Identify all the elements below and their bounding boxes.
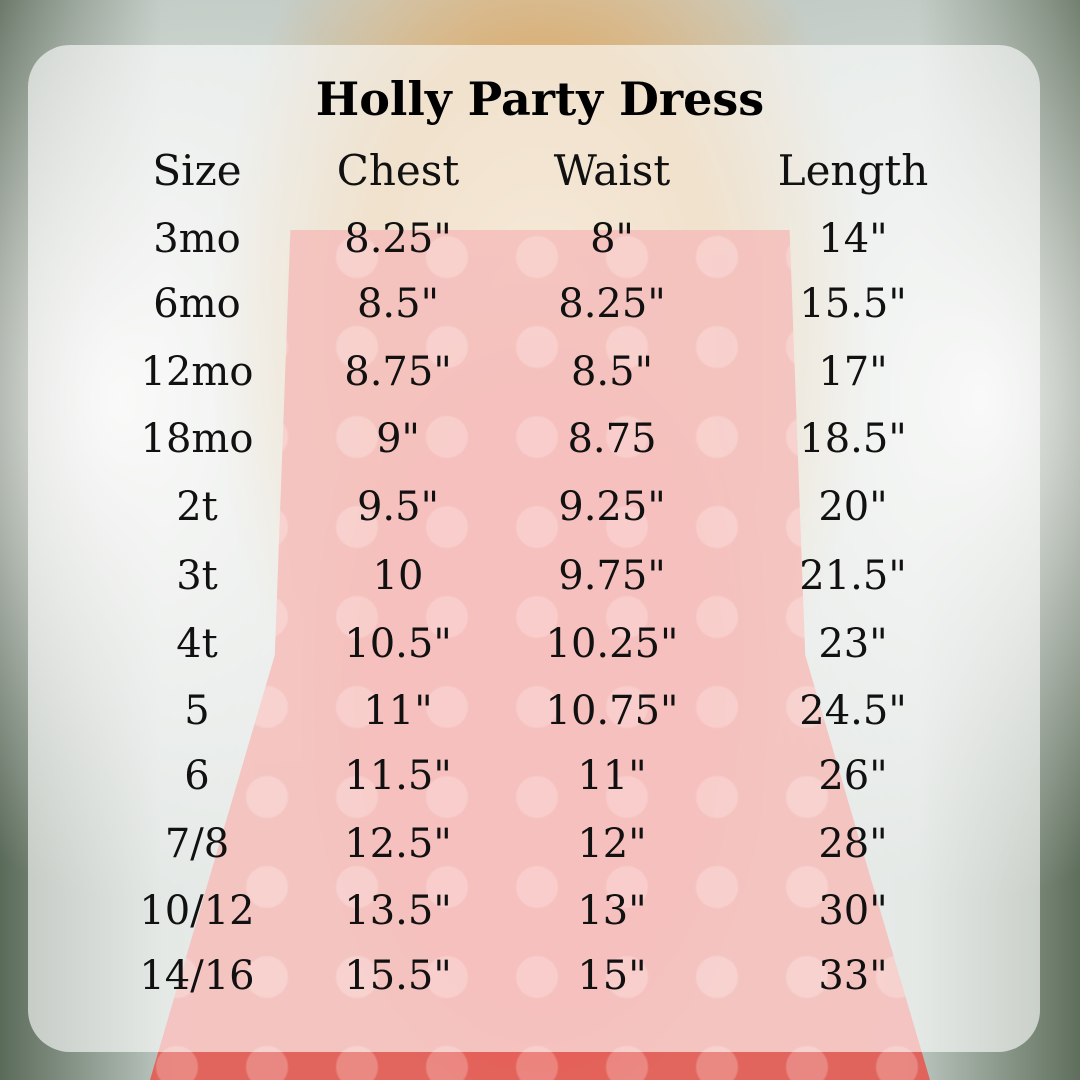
cell-size: 6mo (153, 281, 241, 327)
header-chest: Chest (336, 146, 460, 195)
cell-waist: 10.25" (545, 621, 679, 667)
cell-waist: 13" (577, 888, 647, 934)
cell-size: 4t (176, 621, 218, 667)
cell-chest: 8.25" (344, 216, 452, 262)
cell-chest: 12.5" (344, 821, 452, 867)
cell-size: 10/12 (139, 888, 255, 934)
chart-title: Holly Party Dress (315, 72, 765, 126)
cell-chest: 9" (376, 416, 420, 462)
cell-waist: 8.75 (567, 416, 657, 462)
cell-waist: 9.25" (558, 484, 666, 530)
cell-length: 14" (818, 216, 888, 262)
cell-length: 17" (818, 349, 888, 395)
cell-chest: 11" (363, 688, 433, 734)
cell-chest: 13.5" (344, 888, 452, 934)
cell-waist: 11" (577, 753, 647, 799)
cell-waist: 12" (577, 821, 647, 867)
cell-chest: 10.5" (344, 621, 452, 667)
cell-waist: 10.75" (545, 688, 679, 734)
cell-waist: 8" (590, 216, 634, 262)
cell-length: 15.5" (799, 281, 907, 327)
cell-chest: 8.75" (344, 349, 452, 395)
size-chart-panel (28, 45, 1040, 1052)
cell-length: 24.5" (799, 688, 907, 734)
cell-length: 28" (818, 821, 888, 867)
cell-size: 14/16 (139, 953, 255, 999)
cell-size: 3t (176, 553, 218, 599)
cell-waist: 8.25" (558, 281, 666, 327)
cell-size: 5 (184, 688, 210, 734)
header-length: Length (777, 146, 929, 195)
cell-chest: 10 (372, 553, 424, 599)
cell-size: 7/8 (164, 821, 230, 867)
cell-chest: 9.5" (356, 484, 439, 530)
cell-size: 6 (184, 753, 210, 799)
cell-length: 26" (818, 753, 888, 799)
cell-waist: 9.75" (558, 553, 666, 599)
cell-size: 2t (176, 484, 218, 530)
cell-length: 30" (818, 888, 888, 934)
cell-waist: 8.5" (570, 349, 653, 395)
cell-size: 3mo (153, 216, 241, 262)
cell-size: 12mo (140, 349, 254, 395)
cell-length: 23" (818, 621, 888, 667)
cell-length: 18.5" (799, 416, 907, 462)
header-waist: Waist (553, 146, 671, 195)
cell-chest: 11.5" (344, 753, 452, 799)
cell-length: 20" (818, 484, 888, 530)
cell-chest: 8.5" (356, 281, 439, 327)
cell-length: 21.5" (799, 553, 907, 599)
cell-chest: 15.5" (344, 953, 452, 999)
header-size: Size (152, 146, 242, 195)
cell-waist: 15" (577, 953, 647, 999)
cell-size: 18mo (140, 416, 254, 462)
cell-length: 33" (818, 953, 888, 999)
